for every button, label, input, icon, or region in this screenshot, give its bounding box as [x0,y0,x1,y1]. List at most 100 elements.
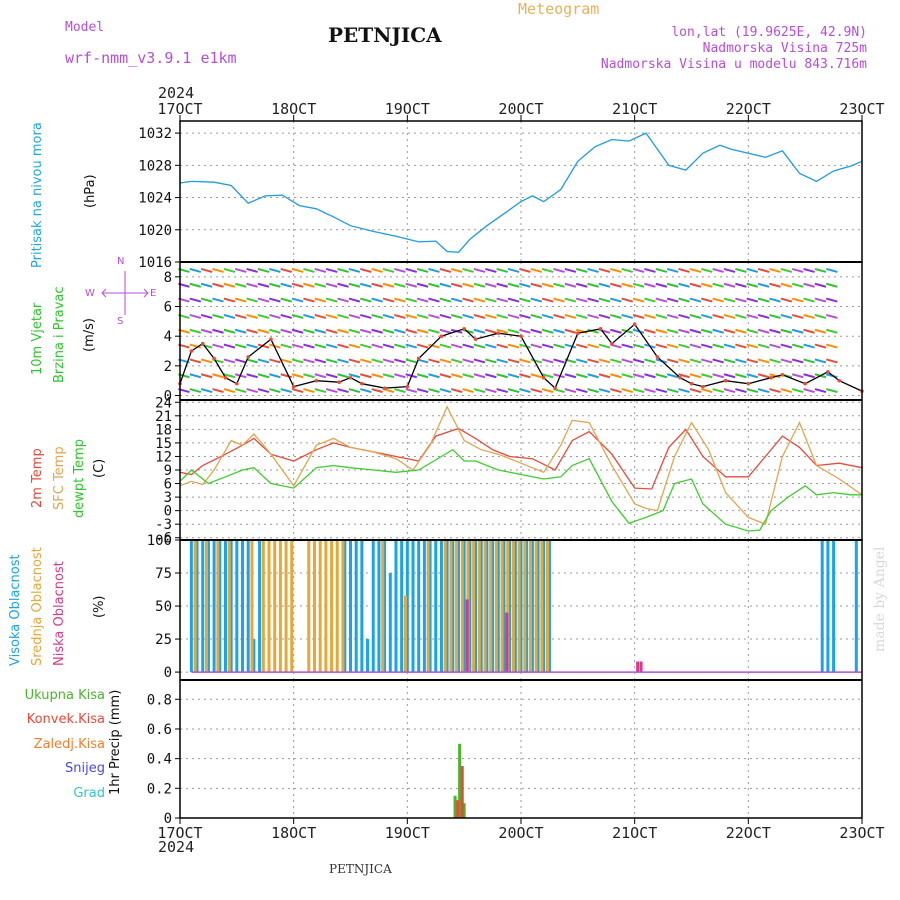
x-tick-label-top: 20OCT [498,100,543,118]
wind-barb [541,343,554,349]
wind-barb [530,313,543,319]
clouds-bar [366,639,370,673]
wind-barb [394,373,406,379]
wind-barb [269,282,281,288]
wind-barb [814,297,827,303]
compass-rose-icon [101,271,149,315]
wind-barb [803,297,815,303]
wind-barb [303,297,315,303]
wind-speed-point [337,380,341,384]
wind-barb [519,358,531,364]
wind-barb [769,373,781,379]
wind-barb [462,297,474,303]
wind-speed-point [632,322,637,327]
wind-barb [723,388,736,394]
clouds-bar [505,612,509,673]
wind-barb [541,373,554,379]
wind-barb [735,388,747,394]
wind-barb [803,267,815,273]
wind-barb [450,282,463,288]
x-tick-label-top: 23OCT [839,100,884,118]
wind-barb [644,313,656,319]
clouds-bar [439,540,443,673]
wind-barb [610,373,622,379]
wind-barb [348,373,361,379]
wind-barb [666,282,679,288]
year-bottom: 2024 [158,838,195,856]
wind-barb [189,358,202,364]
clouds-bar [290,540,294,673]
wind-speed-point [212,356,216,361]
wind-barb [689,358,702,364]
wind-barb [644,267,656,273]
clouds-bar [494,540,498,673]
wind-barb [803,358,815,364]
x-tick-label-top: 18OCT [271,100,316,118]
wind-barb [769,343,781,349]
wind-barb [382,328,395,334]
clouds-bar [218,540,222,673]
wind-barb [780,358,793,364]
wind-barb [291,267,304,273]
wind-barb [485,267,497,273]
wind-barb [826,328,838,334]
wind-barb [280,328,292,334]
wind-barb [564,313,577,319]
wind-barb [541,267,554,273]
wind-barb [348,328,361,334]
wind-barb [610,267,622,273]
wind-barb [257,297,270,303]
wind-barb [337,297,349,303]
clouds-bar [381,540,385,673]
wind-barb [735,328,747,334]
wind-barb [428,282,440,288]
wind-barb [689,373,702,379]
wind-barb [291,282,304,288]
wind-barb [212,297,224,303]
wind-barb [757,358,770,364]
wind-barb [575,343,588,349]
temperature-ytick-label: 6 [164,477,172,493]
wind-barb [405,388,418,394]
clouds-bar [223,540,227,673]
wind-barb [450,313,463,319]
wind-barb [723,267,736,273]
clouds-bar [547,540,551,673]
wind-barb [632,373,645,379]
wind-barb [200,328,213,334]
wind-barb [303,267,315,273]
wind-speed-point [382,386,387,390]
clouds-bar [820,540,824,673]
wind-barb [485,328,497,334]
wind-barb [257,388,270,394]
wind-barb [257,343,270,349]
wind-barb [189,267,202,273]
wind-barb [360,373,372,379]
wind-barb [644,297,656,303]
wind-barb [587,313,599,319]
wind-barb [200,388,213,394]
wind-barb [189,373,202,379]
wind-barb [530,328,543,334]
wind-barb [723,358,736,364]
wind-barb [303,388,315,394]
wind-barb [212,328,224,334]
clouds-bar [525,540,529,673]
wind-barb [337,343,349,349]
wind-speed-point [837,378,842,383]
wind-barb [394,328,406,334]
clouds-bar [400,540,404,673]
wind-speed-point [223,375,228,380]
wind-barb [610,313,622,319]
temperature-ytick-label: 15 [155,436,172,452]
wind-barb [416,282,429,288]
wind-barb [360,282,372,288]
wind-barb [496,267,508,273]
wind-barb [655,297,668,303]
wind-barb [246,388,258,394]
wind-barb [473,328,486,334]
wind-barb [814,313,827,319]
pressure-ytick-label: 1020 [138,223,172,239]
wind-barb [541,328,554,334]
clouds-bar [519,540,523,673]
